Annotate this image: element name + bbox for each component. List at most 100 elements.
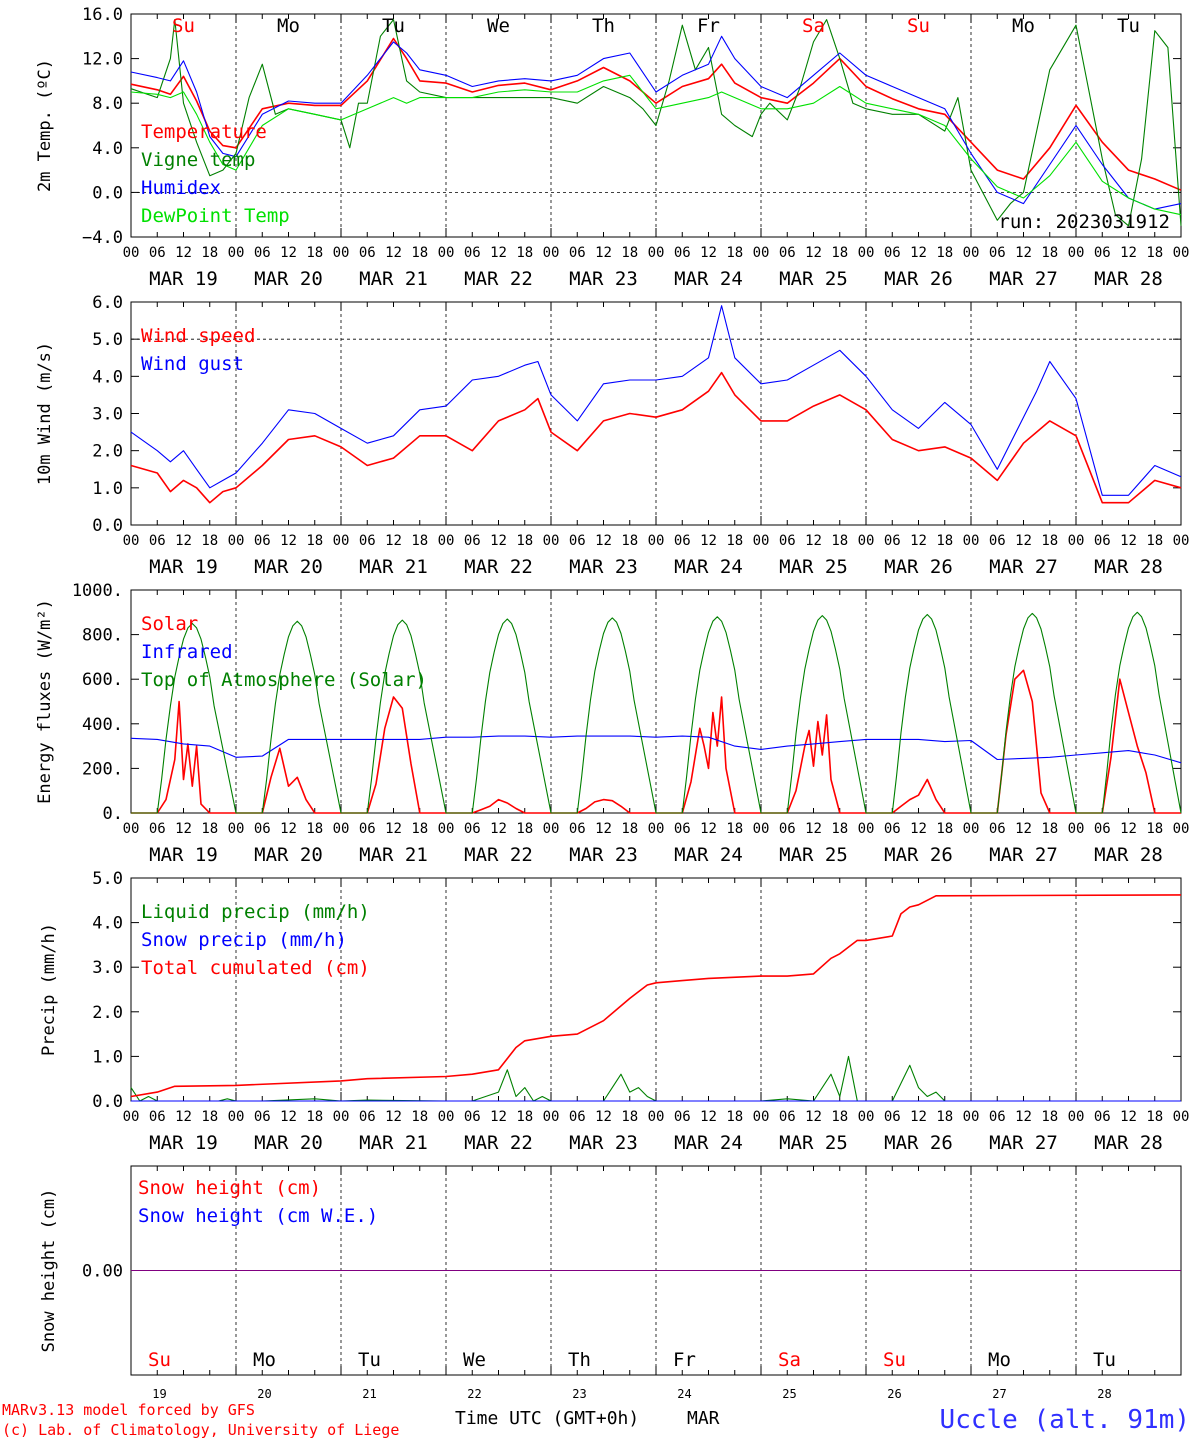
hour-tick-label: 18: [936, 1109, 953, 1125]
hour-tick-label: 00: [648, 821, 665, 837]
day-number-label: 25: [782, 1387, 796, 1401]
y-tick-label: 0.0: [92, 1092, 123, 1112]
date-label: MAR 20: [254, 556, 323, 578]
hour-tick-label: 18: [936, 533, 953, 549]
day-name-label: Su: [907, 15, 930, 37]
hour-tick-label: 00: [543, 821, 560, 837]
date-label: MAR 27: [989, 268, 1058, 290]
hour-tick-label: 12: [175, 821, 192, 837]
hour-tick-label: 00: [123, 245, 140, 261]
y-axis-label: 10m Wind (m/s): [35, 342, 55, 485]
date-label: MAR 28: [1094, 268, 1163, 290]
y-tick-label: 5.0: [92, 869, 123, 889]
hour-tick-label: 00: [963, 1109, 980, 1125]
legend-entry: Top of Atmosphere (Solar): [141, 669, 427, 691]
hour-tick-label: 12: [1120, 245, 1137, 261]
date-label: MAR 23: [569, 1132, 638, 1154]
hour-tick-label: 00: [648, 245, 665, 261]
date-label: MAR 23: [569, 844, 638, 866]
hour-tick-label: 06: [884, 245, 901, 261]
hour-tick-label: 06: [989, 821, 1006, 837]
y-tick-label: 4.0: [92, 367, 123, 387]
hour-tick-label: 12: [910, 533, 927, 549]
series-line-1: [130, 1055, 1181, 1102]
hour-tick-label: 06: [569, 245, 586, 261]
hour-tick-label: 18: [1146, 821, 1163, 837]
day-number-label: 23: [572, 1387, 586, 1401]
day-number-label: 19: [152, 1387, 166, 1401]
date-label: MAR 24: [674, 1132, 743, 1154]
hour-tick-label: 18: [516, 1109, 533, 1125]
day-name-label: Su: [883, 1349, 906, 1371]
hour-tick-label: 06: [359, 533, 376, 549]
hour-tick-label: 06: [569, 821, 586, 837]
hour-tick-label: 12: [175, 245, 192, 261]
day-number-label: 21: [362, 1387, 376, 1401]
y-tick-label: 1000.: [72, 581, 123, 601]
hour-tick-label: 06: [1094, 245, 1111, 261]
legend-entry: Humidex: [141, 177, 221, 199]
hour-tick-label: 18: [306, 821, 323, 837]
panel-5: 0.00 Snow height (cm) Snow height (cm) Snow…: [39, 1165, 1182, 1376]
hour-tick-label: 18: [1146, 1109, 1163, 1125]
hour-tick-label: 18: [516, 533, 533, 549]
hour-tick-label: 00: [228, 533, 245, 549]
date-label: MAR 28: [1094, 556, 1163, 578]
hour-tick-label: 18: [621, 245, 638, 261]
hour-tick-label: 00: [1173, 821, 1190, 837]
hour-tick-label: 00: [1173, 1109, 1190, 1125]
y-tick-label: −4.0: [82, 228, 123, 248]
y-axis-label: Energy fluxes (W/m²): [35, 599, 55, 804]
date-label: MAR 21: [359, 1132, 428, 1154]
hour-tick-label: 18: [831, 1109, 848, 1125]
hour-tick-label: 12: [910, 821, 927, 837]
plot-frame: [130, 589, 1182, 814]
bottom-day-numbers: 19 20 21 22 23 24 25 26 27 28: [152, 1387, 1111, 1401]
hour-tick-label: 00: [858, 245, 875, 261]
hour-tick-label: 00: [753, 1109, 770, 1125]
y-tick-label: 6.0: [92, 293, 123, 313]
hour-tick-label: 06: [149, 533, 166, 549]
hour-tick-label: 12: [1015, 821, 1032, 837]
hour-tick-label: 00: [753, 821, 770, 837]
hour-tick-label: 06: [674, 821, 691, 837]
day-name-label: Fr: [673, 1349, 696, 1371]
hour-tick-label: 00: [438, 533, 455, 549]
hour-tick-label: 00: [123, 533, 140, 549]
date-label: MAR 24: [674, 844, 743, 866]
hour-tick-label: 06: [359, 245, 376, 261]
y-tick-label: 1.0: [92, 1047, 123, 1067]
series-line-2: [130, 305, 1182, 496]
y-tick-label: 0.0: [92, 516, 123, 536]
hour-tick-label: 18: [936, 245, 953, 261]
hour-tick-label: 00: [1068, 245, 1085, 261]
hour-tick-label: 18: [1041, 1109, 1058, 1125]
day-name-label: Mo: [988, 1349, 1011, 1371]
x-axis-label: Time UTC (GMT+0h): [455, 1408, 639, 1429]
day-name-label: Sa: [802, 15, 825, 37]
hour-tick-label: 06: [779, 245, 796, 261]
y-tick-label: 800.: [82, 626, 123, 646]
hour-tick-label: 12: [595, 245, 612, 261]
hour-tick-label: 00: [228, 245, 245, 261]
day-name-label: Tu: [1117, 15, 1140, 37]
hour-tick-label: 12: [595, 1109, 612, 1125]
series-line-1: [130, 37, 1182, 191]
y-tick-label: 1.0: [92, 479, 123, 499]
hour-tick-label: 06: [254, 245, 271, 261]
run-annotation: run: 2023031912: [998, 211, 1170, 233]
hour-tick-label: 12: [175, 533, 192, 549]
hour-tick-label: 18: [1041, 245, 1058, 261]
hour-tick-label: 00: [228, 1109, 245, 1125]
hour-tick-label: 18: [411, 821, 428, 837]
hour-tick-label: 00: [1173, 533, 1190, 549]
date-label: MAR 26: [884, 1132, 953, 1154]
series-line-3: [130, 894, 1182, 1098]
hour-tick-label: 12: [385, 821, 402, 837]
hour-tick-label: 06: [254, 1109, 271, 1125]
y-tick-label: 4.0: [92, 139, 123, 159]
station-name: Uccle (alt. 91m): [940, 1405, 1190, 1435]
hour-tick-label: 18: [726, 245, 743, 261]
hour-tick-label: 00: [963, 533, 980, 549]
hour-tick-label: 18: [726, 533, 743, 549]
